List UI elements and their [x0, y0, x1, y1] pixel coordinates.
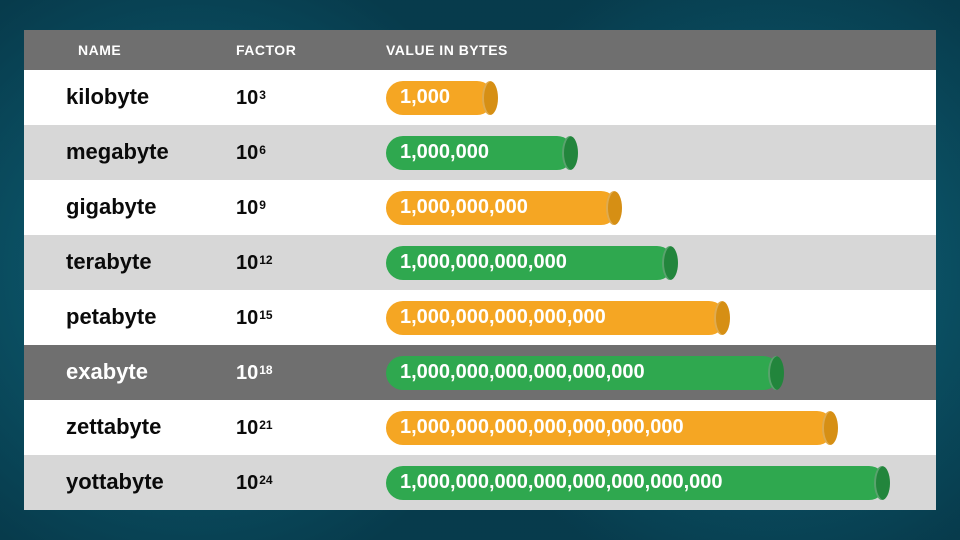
cylinder-cap-icon [714, 301, 730, 335]
cylinder-cap-icon [768, 356, 784, 390]
table-row: gigabyte 109 1,000,000,000 [24, 180, 936, 235]
table-row: terabyte 1012 1,000,000,000,000 [24, 235, 936, 290]
cylinder-cap-icon [662, 246, 678, 280]
unit-factor: 1015 [236, 308, 374, 328]
table-row: yottabyte 1024 1,000,000,000,000,000,000,0… [24, 455, 936, 510]
cylinder-cap-icon [482, 81, 498, 115]
cylinder-cap-icon [606, 191, 622, 225]
value-text: 1,000,000,000,000,000,000,000 [400, 416, 684, 439]
unit-name: terabyte [66, 249, 152, 274]
value-pill: 1,000,000,000,000,000 [386, 301, 726, 335]
unit-name: kilobyte [66, 84, 149, 109]
value-text: 1,000,000 [400, 141, 489, 164]
value-text: 1,000,000,000,000 [400, 251, 567, 274]
header-value: VALUE IN BYTES [374, 42, 936, 58]
value-pill: 1,000,000,000 [386, 191, 618, 225]
unit-factor: 1021 [236, 418, 374, 438]
unit-factor: 1024 [236, 473, 374, 493]
value-text: 1,000,000,000,000,000,000 [400, 361, 645, 384]
cylinder-cap-icon [562, 136, 578, 170]
value-pill: 1,000 [386, 81, 494, 115]
unit-factor: 103 [236, 88, 374, 108]
value-text: 1,000,000,000,000,000,000,000,000 [400, 471, 723, 494]
unit-name: megabyte [66, 139, 169, 164]
unit-name: petabyte [66, 304, 156, 329]
value-pill: 1,000,000,000,000,000,000,000,000 [386, 466, 886, 500]
unit-name: gigabyte [66, 194, 156, 219]
table-row: zettabyte 1021 1,000,000,000,000,000,000,0… [24, 400, 936, 455]
value-text: 1,000,000,000,000,000 [400, 306, 606, 329]
header-name: NAME [24, 42, 224, 58]
unit-name: exabyte [66, 359, 148, 384]
value-pill: 1,000,000,000,000,000,000,000 [386, 411, 834, 445]
value-pill: 1,000,000 [386, 136, 574, 170]
table-header: NAME FACTOR VALUE IN BYTES [24, 30, 936, 70]
unit-factor: 1018 [236, 363, 374, 383]
byte-units-table: NAME FACTOR VALUE IN BYTES kilobyte 103 1,… [24, 30, 936, 510]
table-row: kilobyte 103 1,000 [24, 70, 936, 125]
cylinder-cap-icon [874, 466, 890, 500]
value-text: 1,000 [400, 86, 450, 109]
unit-factor: 106 [236, 143, 374, 163]
table-row: megabyte 106 1,000,000 [24, 125, 936, 180]
cylinder-cap-icon [822, 411, 838, 445]
value-pill: 1,000,000,000,000 [386, 246, 674, 280]
unit-factor: 1012 [236, 253, 374, 273]
table-row: exabyte 1018 1,000,000,000,000,000,000 [24, 345, 936, 400]
table-row: petabyte 1015 1,000,000,000,000,000 [24, 290, 936, 345]
unit-factor: 109 [236, 198, 374, 218]
unit-name: yottabyte [66, 469, 164, 494]
header-factor: FACTOR [224, 42, 374, 58]
value-pill: 1,000,000,000,000,000,000 [386, 356, 780, 390]
value-text: 1,000,000,000 [400, 196, 528, 219]
unit-name: zettabyte [66, 414, 161, 439]
